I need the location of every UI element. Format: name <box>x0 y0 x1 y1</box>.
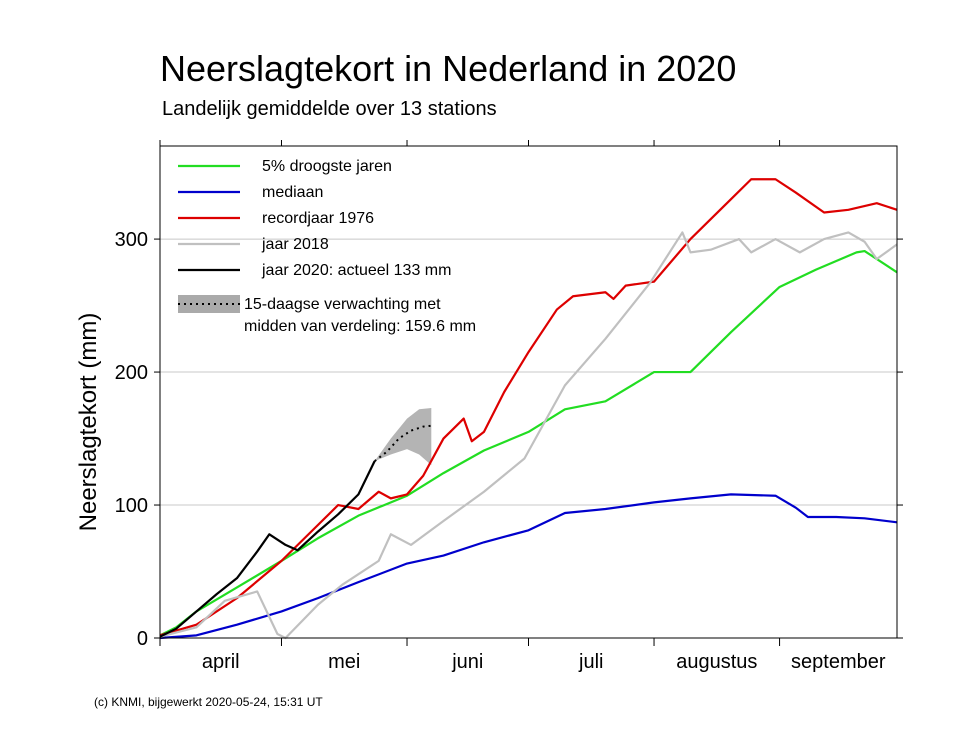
y-tick-label: 100 <box>115 495 148 517</box>
legend-item: recordjaar 1976 <box>178 210 374 227</box>
forecast-median-line <box>374 424 432 462</box>
legend: 5% droogste jaren mediaan recordjaar 1976 j… <box>178 158 476 335</box>
y-tick-label: 300 <box>115 229 148 251</box>
y-tick-label: 200 <box>115 362 148 384</box>
x-tick-label: juni <box>451 651 483 673</box>
legend-label: recordjaar 1976 <box>262 210 374 227</box>
x-tick-label: september <box>791 651 886 673</box>
legend-item: jaar 2018 <box>178 236 329 253</box>
y-tick-label: 0 <box>137 628 148 650</box>
chart-title: Neerslagtekort in Nederland in 2020 <box>160 48 737 89</box>
legend-label: 5% droogste jaren <box>262 158 392 175</box>
x-tick-label: april <box>202 651 240 673</box>
legend-item: 5% droogste jaren <box>178 158 392 175</box>
legend-label: mediaan <box>262 184 323 201</box>
legend-item: mediaan <box>178 184 323 201</box>
legend-label-line2: midden van verdeling: 159.6 mm <box>244 318 476 335</box>
legend-label: jaar 2018 <box>261 236 329 253</box>
series-line-5-droogste-jaren <box>159 249 898 637</box>
x-tick-label: augustus <box>676 651 757 673</box>
chart-subtitle: Landelijk gemiddelde over 13 stations <box>162 98 497 120</box>
series-line-jaar-2018 <box>159 231 898 640</box>
x-tick-label: mei <box>328 651 360 673</box>
series-lines <box>159 178 898 640</box>
axes: 0 100 200 300 april mei juni juli augustus septem… <box>115 140 903 673</box>
series-line-mediaan <box>159 493 898 640</box>
footer-credit: (c) KNMI, bijgewerkt 2020-05-24, 15:31 U… <box>94 695 323 709</box>
forecast-band <box>374 407 432 466</box>
legend-item: jaar 2020: actueel 133 mm <box>178 262 451 279</box>
legend-label: 15-daagse verwachting met <box>244 296 441 313</box>
legend-item: 15-daagse verwachting met midden van verd… <box>178 295 476 335</box>
series-line-jaar-2020-actueel-133-mm <box>159 460 376 638</box>
y-axis-label: Neerslagtekort (mm) <box>75 313 102 532</box>
series-line-recordjaar-1976 <box>159 178 898 637</box>
legend-label: jaar 2020: actueel 133 mm <box>261 262 451 279</box>
x-tick-label: juli <box>578 651 603 673</box>
